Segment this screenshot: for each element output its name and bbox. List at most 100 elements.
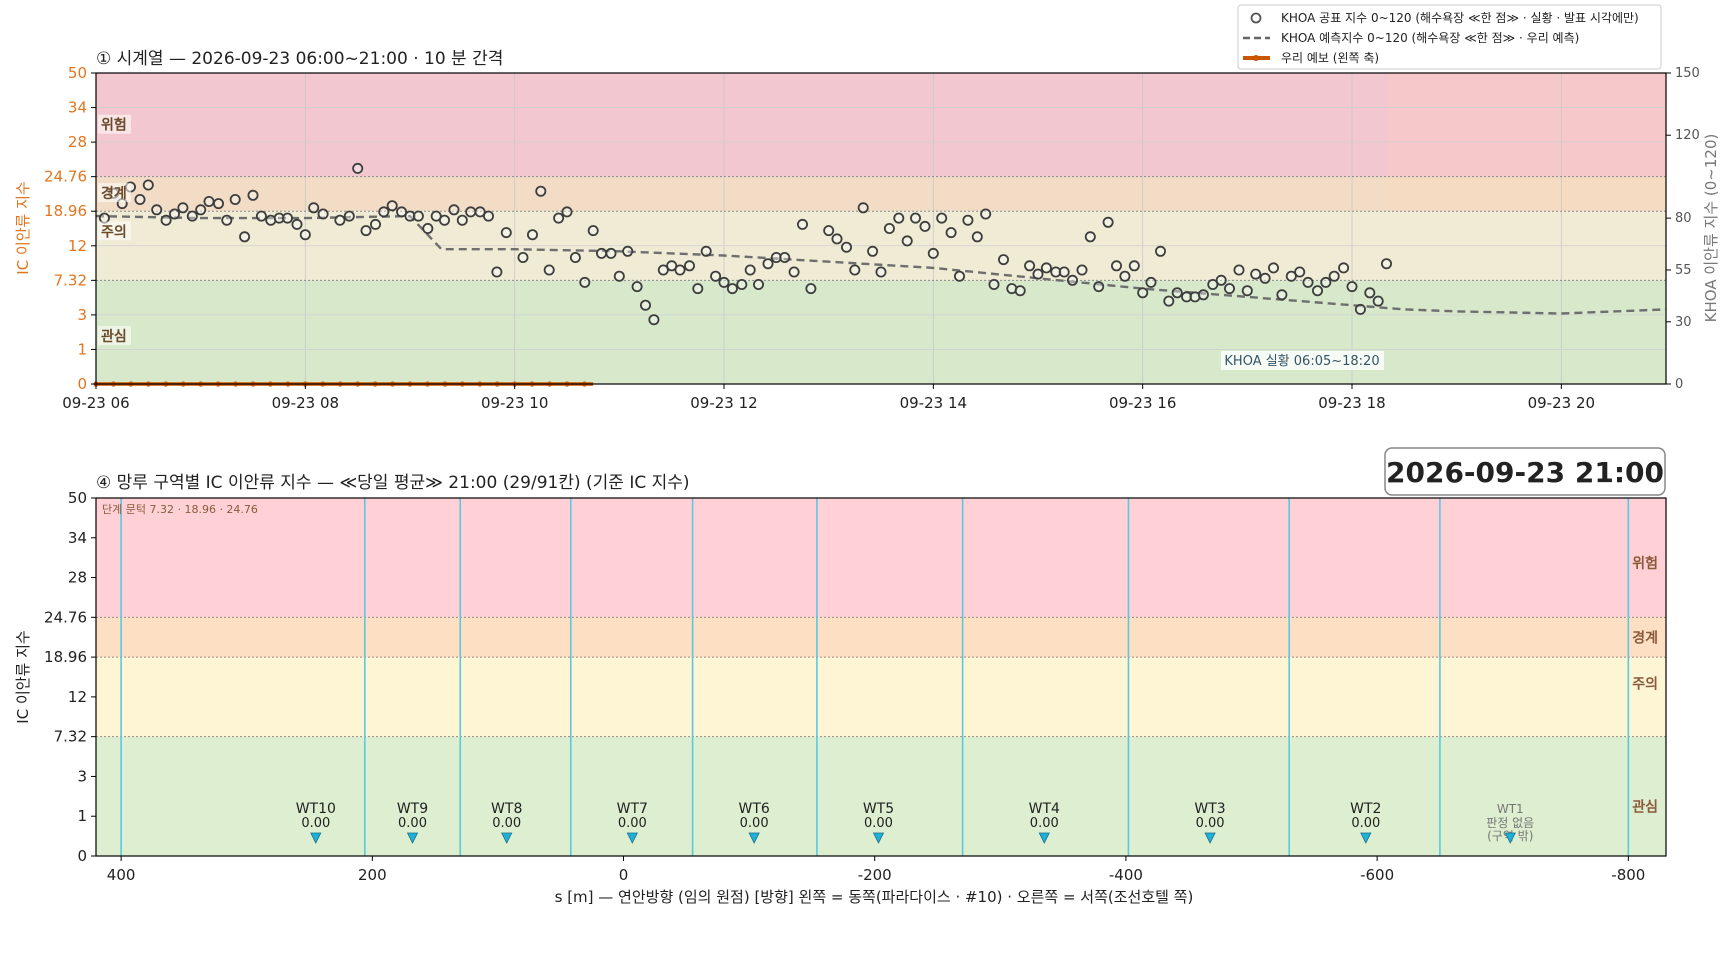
khoa-observed-point bbox=[212, 198, 224, 210]
khoa-observed-point bbox=[962, 214, 974, 226]
khoa-observed-point bbox=[823, 225, 835, 237]
khoa-observed-point bbox=[648, 314, 660, 326]
khoa-observed-point bbox=[674, 264, 686, 276]
tower-name: WT10 bbox=[296, 801, 336, 817]
x-tick-label: 09-23 12 bbox=[690, 394, 757, 412]
legend-box bbox=[1237, 4, 1662, 70]
y-tick-label: 50 bbox=[68, 489, 87, 507]
khoa-observed-point bbox=[1111, 260, 1123, 272]
y2-tick-label: 0 bbox=[1675, 377, 1683, 392]
khoa-observed-point bbox=[971, 231, 983, 243]
legend-item-khoa-forecast: KHOA 예측지수 0~120 (해수욕장 ≪한 점≫ · 우리 예측) bbox=[1281, 31, 1579, 45]
tower-marker bbox=[310, 832, 322, 844]
khoa-observed-point bbox=[700, 245, 712, 257]
khoa-observed-point bbox=[762, 258, 774, 270]
khoa-observed-point bbox=[247, 189, 259, 201]
khoa-observed-point bbox=[422, 222, 434, 234]
khoa-observed-point bbox=[1155, 245, 1167, 257]
tower-value: 0.00 bbox=[1351, 816, 1380, 831]
tower-name: WT3 bbox=[1194, 801, 1225, 817]
khoa-observed-point bbox=[1215, 274, 1227, 286]
y-tick-label: 7.32 bbox=[54, 728, 87, 746]
y2-tick-label: 150 bbox=[1675, 66, 1700, 81]
khoa-observed-point bbox=[517, 251, 529, 263]
khoa-observed-point bbox=[1294, 266, 1306, 278]
khoa-observed-point bbox=[587, 225, 599, 237]
y-tick-label: 50 bbox=[68, 64, 87, 82]
khoa-observed-point bbox=[465, 206, 477, 218]
y-tick-label: 7.32 bbox=[54, 271, 87, 289]
khoa-observed-point bbox=[1084, 231, 1096, 243]
khoa-observed-point bbox=[255, 210, 267, 222]
y-tick-label: 18.96 bbox=[44, 202, 87, 220]
tower-value: 0.00 bbox=[740, 816, 769, 831]
tower-value: 0.00 bbox=[618, 816, 647, 831]
khoa-observed-point bbox=[151, 204, 163, 216]
khoa-observed-point bbox=[412, 210, 424, 222]
khoa-observed-point bbox=[919, 220, 931, 232]
khoa-observed-point bbox=[936, 212, 948, 224]
khoa-observed-point bbox=[1032, 268, 1044, 280]
tower-value: 0.00 bbox=[1030, 816, 1059, 831]
tower-value: 0.00 bbox=[1196, 816, 1225, 831]
zone-label: 주의 bbox=[101, 223, 127, 240]
khoa-observed-point bbox=[1145, 276, 1157, 288]
khoa-observed-point bbox=[875, 266, 887, 278]
x-tick-label: 200 bbox=[358, 866, 387, 884]
panel2-title: ④ 망루 구역별 IC 이안류 지수 — ≪당일 평균≫ 21:00 (29/9… bbox=[96, 473, 690, 493]
khoa-observed-point bbox=[430, 210, 442, 222]
khoa-observed-point bbox=[177, 202, 189, 214]
khoa-observed-point bbox=[1137, 287, 1149, 299]
zone-warning-band bbox=[96, 617, 1666, 658]
khoa-observed-point bbox=[195, 204, 207, 216]
panel1-frame bbox=[95, 72, 1667, 385]
khoa-forecast-line bbox=[95, 214, 1667, 315]
y-tick-label: 3 bbox=[77, 306, 87, 324]
x-tick-label: -200 bbox=[858, 866, 892, 884]
khoa-observed-point bbox=[98, 212, 110, 224]
khoa-observed-point bbox=[1285, 270, 1297, 282]
legend-item-khoa-observed: KHOA 공표 지수 0~120 (해수욕장 ≪한 점≫ · 실황 · 발표 시… bbox=[1281, 11, 1639, 25]
y2-tick-label: 55 bbox=[1675, 263, 1692, 278]
y-tick-label: 28 bbox=[68, 569, 87, 587]
tower-name: WT6 bbox=[738, 801, 769, 817]
zone-label: 관심 bbox=[101, 328, 127, 345]
khoa-observed-point bbox=[954, 270, 966, 282]
khoa-observed-point bbox=[1171, 287, 1183, 299]
y-tick-label: 12 bbox=[68, 688, 87, 706]
khoa-observed-point bbox=[500, 227, 512, 239]
khoa-observed-point bbox=[980, 208, 992, 220]
khoa-observed-point bbox=[448, 204, 460, 216]
tower-marker bbox=[1360, 832, 1372, 844]
y2-tick-label: 80 bbox=[1675, 211, 1692, 226]
khoa-observed-point bbox=[386, 200, 398, 212]
khoa-observed-point bbox=[797, 218, 809, 230]
tower-value: 0.00 bbox=[301, 816, 330, 831]
panel1-title: ① 시계열 — 2026-09-23 06:00~21:00 · 10 분 간격 bbox=[96, 49, 503, 69]
khoa-observed-point bbox=[1372, 295, 1384, 307]
zone-label: 주의 bbox=[1632, 676, 1658, 693]
khoa-observed-point bbox=[378, 206, 390, 218]
khoa-observed-point bbox=[1197, 289, 1209, 301]
y-tick-label: 18.96 bbox=[44, 648, 87, 666]
tower-marker bbox=[1504, 832, 1516, 844]
legend-circle-icon bbox=[1250, 12, 1262, 24]
khoa-observed-point bbox=[1163, 295, 1175, 307]
khoa-observed-point bbox=[569, 251, 581, 263]
khoa-observed-point bbox=[710, 270, 722, 282]
khoa-observed-point bbox=[841, 241, 853, 253]
khoa-observed-point bbox=[291, 218, 303, 230]
khoa-observed-point bbox=[605, 247, 617, 259]
tower-marker bbox=[748, 832, 760, 844]
khoa-observed-point bbox=[1364, 287, 1376, 299]
zone-interest-band bbox=[96, 280, 1666, 384]
y2-tick-label: 120 bbox=[1675, 128, 1700, 143]
tower-name: WT8 bbox=[491, 801, 522, 817]
y-tick-label: 0 bbox=[77, 847, 87, 865]
khoa-observed-point bbox=[134, 193, 146, 205]
khoa-observed-point bbox=[579, 276, 591, 288]
zone-danger-forecast-band bbox=[1388, 73, 1666, 177]
khoa-observed-point bbox=[1224, 283, 1236, 295]
khoa-observed-point bbox=[805, 283, 817, 295]
